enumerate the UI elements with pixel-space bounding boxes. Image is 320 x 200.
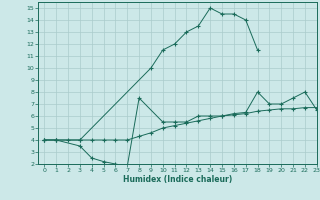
X-axis label: Humidex (Indice chaleur): Humidex (Indice chaleur) — [123, 175, 232, 184]
